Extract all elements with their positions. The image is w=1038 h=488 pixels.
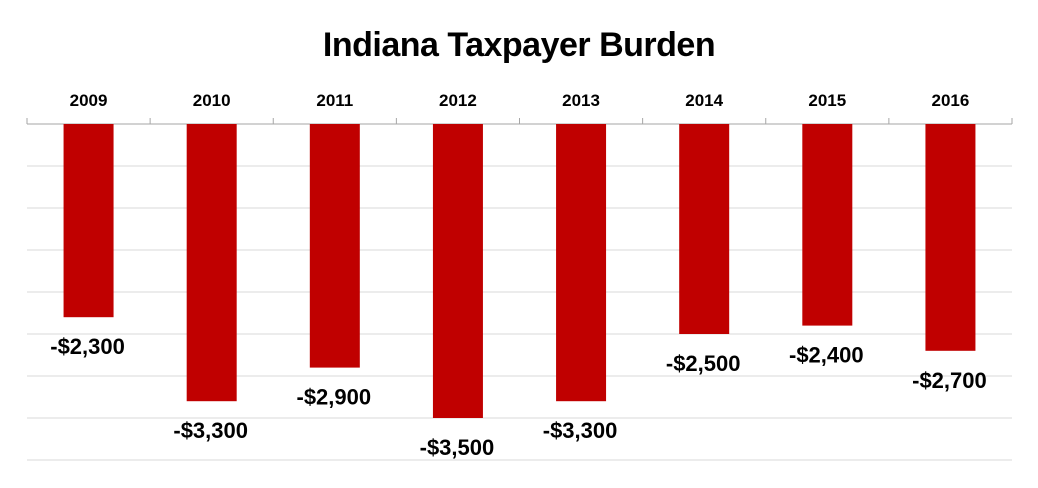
bar-2009 <box>63 124 114 318</box>
x-tick-label: 2012 <box>439 91 477 110</box>
bar-2010 <box>186 124 237 402</box>
data-labels: -$2,300 -$3,300 -$2,900 -$3,500 -$3,300 -$2,5… <box>50 334 987 460</box>
gridlines <box>27 165 1012 461</box>
bar-2011 <box>309 124 360 368</box>
data-label: -$2,300 <box>50 334 125 359</box>
data-label: -$3,300 <box>543 418 618 443</box>
data-label: -$2,700 <box>912 368 987 393</box>
data-label: -$2,500 <box>666 351 741 376</box>
x-tick-label: 2013 <box>562 91 600 110</box>
data-label: -$3,300 <box>173 418 248 443</box>
x-axis <box>26 118 1013 125</box>
data-label: -$3,500 <box>420 435 495 460</box>
bar-2012 <box>432 124 483 418</box>
x-tick-label: 2009 <box>70 91 108 110</box>
chart-title: Indiana Taxpayer Burden <box>322 26 716 64</box>
x-tick-label: 2010 <box>193 91 231 110</box>
x-tick-label: 2011 <box>316 91 353 110</box>
bar-2015 <box>802 124 853 326</box>
x-tick-label: 2015 <box>808 91 846 110</box>
data-label: -$2,400 <box>789 343 864 368</box>
bars <box>63 124 976 418</box>
x-tick-label: 2014 <box>685 91 723 110</box>
bar-2014 <box>679 124 730 334</box>
data-label: -$2,900 <box>297 385 372 410</box>
x-tick-labels: 2009 2010 2011 2012 2013 2014 2015 2016 <box>70 91 970 110</box>
bar-2016 <box>925 124 976 351</box>
bar-2013 <box>556 124 607 402</box>
x-tick-label: 2016 <box>932 91 970 110</box>
